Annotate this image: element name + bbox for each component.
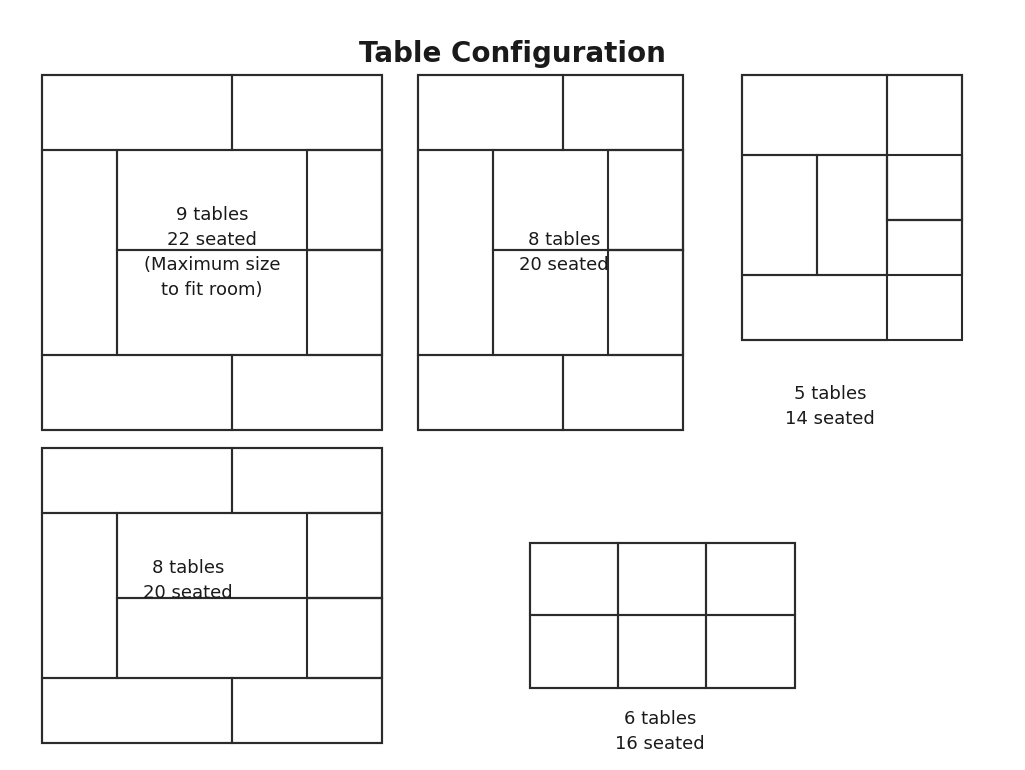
Bar bbox=[608, 150, 683, 250]
Bar bbox=[493, 250, 683, 355]
Bar bbox=[418, 355, 563, 430]
Bar bbox=[706, 615, 795, 688]
Bar bbox=[42, 678, 232, 743]
Bar bbox=[232, 355, 382, 430]
Bar bbox=[418, 75, 563, 150]
Bar bbox=[42, 75, 382, 430]
Bar bbox=[42, 75, 232, 150]
Bar bbox=[530, 543, 618, 615]
Bar bbox=[42, 448, 382, 743]
Bar bbox=[117, 250, 382, 355]
Bar bbox=[117, 598, 382, 678]
Bar bbox=[418, 75, 683, 430]
Bar bbox=[742, 155, 817, 275]
Bar bbox=[887, 220, 962, 275]
Bar bbox=[618, 615, 706, 688]
Bar bbox=[817, 155, 887, 275]
Bar bbox=[232, 678, 382, 743]
Text: 8 tables
20 seated: 8 tables 20 seated bbox=[519, 231, 609, 274]
Bar bbox=[42, 513, 117, 678]
Bar bbox=[42, 448, 232, 513]
Bar bbox=[742, 75, 962, 340]
Bar bbox=[42, 150, 117, 355]
Bar bbox=[618, 543, 706, 615]
Bar bbox=[117, 513, 382, 598]
Bar bbox=[887, 155, 962, 220]
Bar bbox=[887, 75, 962, 220]
Bar bbox=[308, 598, 382, 678]
Bar bbox=[308, 250, 382, 355]
Bar bbox=[563, 75, 683, 150]
Bar bbox=[308, 513, 382, 598]
Bar bbox=[530, 615, 618, 688]
Text: 5 tables
14 seated: 5 tables 14 seated bbox=[785, 385, 875, 428]
Bar bbox=[742, 75, 887, 155]
Bar bbox=[563, 355, 683, 430]
Bar bbox=[232, 75, 382, 150]
Bar bbox=[308, 150, 382, 250]
Bar bbox=[530, 543, 795, 688]
Bar bbox=[232, 448, 382, 513]
Text: 6 tables
16 seated: 6 tables 16 seated bbox=[615, 710, 705, 753]
Bar bbox=[42, 355, 232, 430]
Bar bbox=[706, 543, 795, 615]
Bar bbox=[418, 150, 493, 355]
Bar bbox=[117, 150, 382, 250]
Bar bbox=[493, 150, 683, 250]
Text: 8 tables
20 seated: 8 tables 20 seated bbox=[144, 559, 233, 602]
Bar bbox=[608, 250, 683, 355]
Text: 9 tables
22 seated
(Maximum size
to fit room): 9 tables 22 seated (Maximum size to fit … bbox=[144, 206, 280, 299]
Bar bbox=[742, 275, 887, 340]
Text: Table Configuration: Table Configuration bbox=[359, 40, 666, 68]
